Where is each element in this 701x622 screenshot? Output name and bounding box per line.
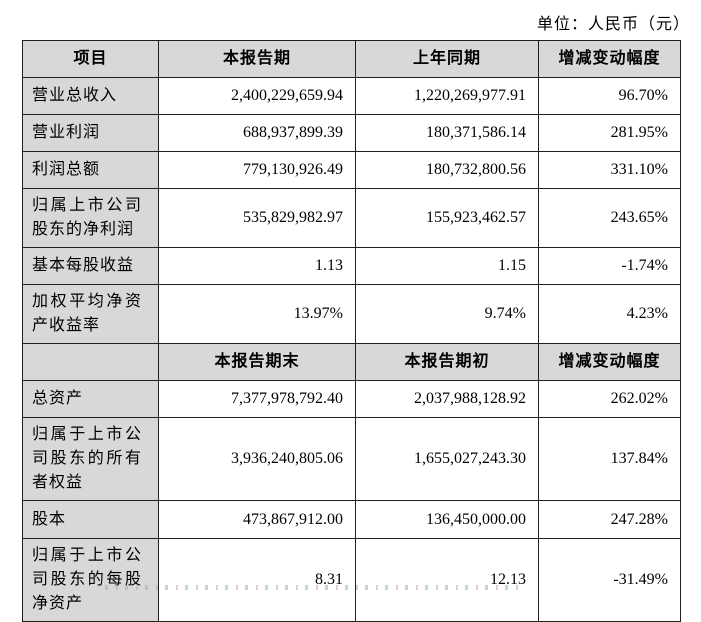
col-header-change-2: 增减变动幅度 [538,343,681,381]
unit-label: 单位：人民币（元） [536,16,690,33]
current-value: 8.31 [158,538,356,622]
prior-value: 180,732,800.56 [355,151,539,189]
prior-value: 136,450,000.00 [355,500,539,539]
table-row-operating-profit: 营业利润 688,937,899.39 180,371,586.14 281.9… [22,114,681,152]
prior-value: 2,037,988,128.92 [355,380,539,418]
col-header-period-end: 本报告期末 [158,343,356,381]
change-value: 4.23% [538,284,681,344]
change-value: 243.65% [538,188,681,248]
current-value: 3,936,240,805.06 [158,417,356,501]
row-label: 基本每股收益 [22,247,159,285]
row-label: 股本 [22,500,159,539]
table-row-share-capital: 股本 473,867,912.00 136,450,000.00 247.28% [22,500,681,539]
financial-summary-page: 单位：人民币（元） 项目 本报告期 上年同期 增减变动幅度 营业总收入 2,40… [22,16,690,622]
change-value: 247.28% [538,500,681,539]
prior-value: 1.15 [355,247,539,285]
table-row-basic-eps: 基本每股收益 1.13 1.15 -1.74% [22,247,681,285]
table-header-row-period: 项目 本报告期 上年同期 增减变动幅度 [22,40,681,78]
col-header-change: 增减变动幅度 [538,40,681,78]
table-row-total-revenue: 营业总收入 2,400,229,659.94 1,220,269,977.91 … [22,77,681,115]
current-value: 473,867,912.00 [158,500,356,539]
change-value: 137.84% [538,417,681,501]
change-value: -1.74% [538,247,681,285]
table-header-row-period-end: 本报告期末 本报告期初 增减变动幅度 [22,343,681,381]
current-value: 2,400,229,659.94 [158,77,356,115]
col-header-blank [22,343,159,381]
table-row-owners-equity-attributable: 归属于上市公司股东的所有者权益 3,936,240,805.06 1,655,0… [22,417,681,501]
current-value: 13.97% [158,284,356,344]
current-value: 7,377,978,792.40 [158,380,356,418]
col-header-prior-period: 上年同期 [355,40,539,78]
row-label: 利润总额 [22,151,159,189]
row-label: 营业利润 [22,114,159,152]
col-header-current-period: 本报告期 [158,40,356,78]
row-label: 加权平均净资产收益率 [22,284,159,344]
table-row-total-assets: 总资产 7,377,978,792.40 2,037,988,128.92 26… [22,380,681,418]
prior-value: 180,371,586.14 [355,114,539,152]
change-value: 262.02% [538,380,681,418]
clipped-footnote-text [105,585,525,590]
prior-value: 9.74% [355,284,539,344]
row-label: 归属上市公司股东的净利润 [22,188,159,248]
row-label: 总资产 [22,380,159,418]
current-value: 688,937,899.39 [158,114,356,152]
financial-summary-table: 项目 本报告期 上年同期 增减变动幅度 营业总收入 2,400,229,659.… [22,40,681,622]
row-label: 归属于上市公司股东的每股净资产 [22,538,159,622]
change-value: 281.95% [538,114,681,152]
prior-value: 155,923,462.57 [355,188,539,248]
change-value: 96.70% [538,77,681,115]
col-header-item: 项目 [22,40,159,78]
prior-value: 1,220,269,977.91 [355,77,539,115]
change-value: 331.10% [538,151,681,189]
prior-value: 12.13 [355,538,539,622]
row-label: 营业总收入 [22,77,159,115]
prior-value: 1,655,027,243.30 [355,417,539,501]
table-row-weighted-avg-roe: 加权平均净资产收益率 13.97% 9.74% 4.23% [22,284,681,344]
current-value: 1.13 [158,247,356,285]
current-value: 779,130,926.49 [158,151,356,189]
table-row-net-assets-per-share: 归属于上市公司股东的每股净资产 8.31 12.13 -31.49% [22,538,681,622]
change-value: -31.49% [538,538,681,622]
table-row-net-profit-attributable: 归属上市公司股东的净利润 535,829,982.97 155,923,462.… [22,188,681,248]
row-label: 归属于上市公司股东的所有者权益 [22,417,159,501]
col-header-period-begin: 本报告期初 [355,343,539,381]
table-row-total-profit: 利润总额 779,130,926.49 180,732,800.56 331.1… [22,151,681,189]
current-value: 535,829,982.97 [158,188,356,248]
